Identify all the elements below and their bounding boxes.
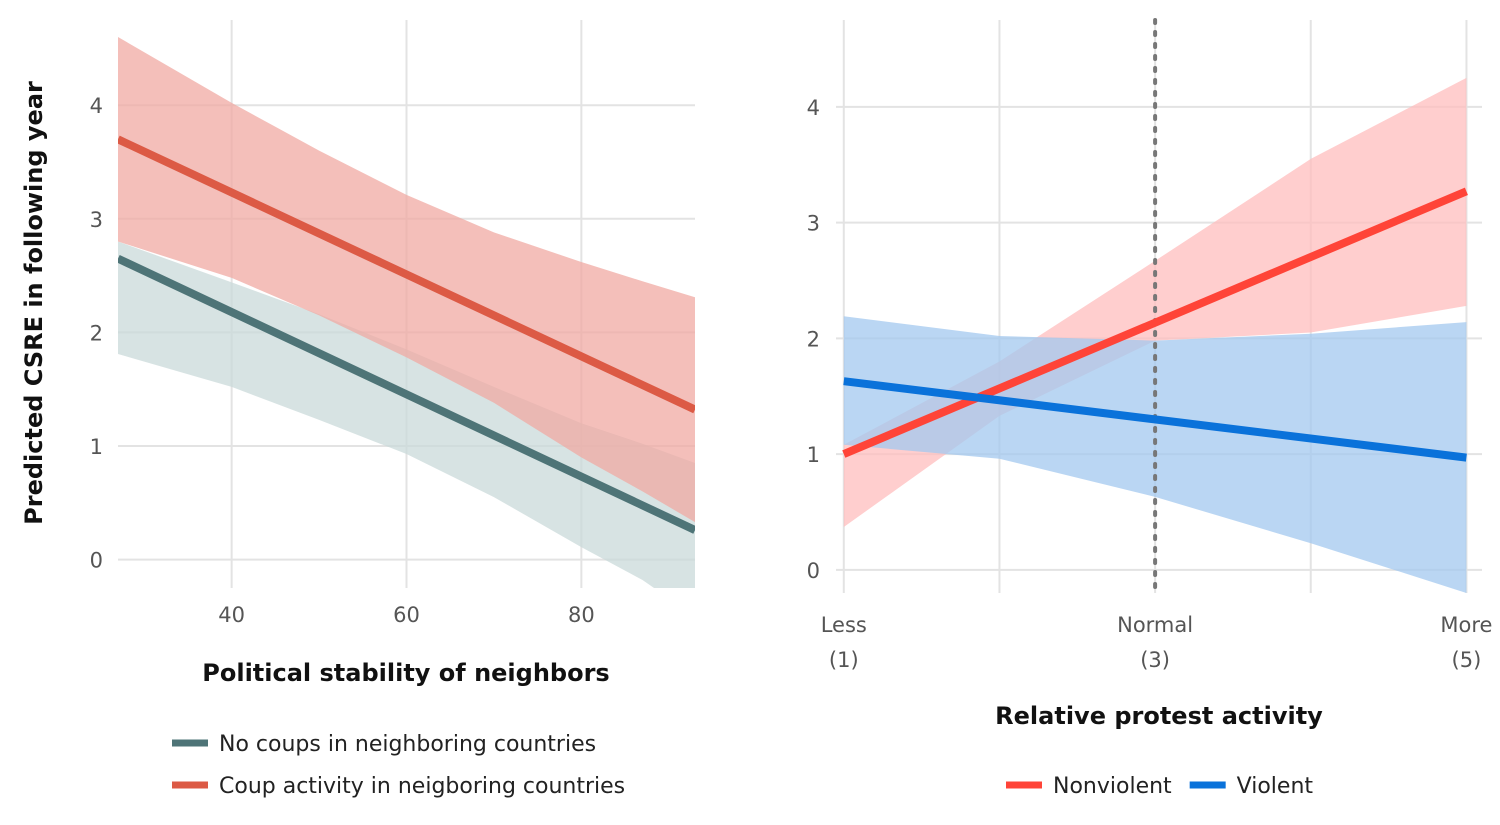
- legend-label: Nonviolent: [1053, 774, 1172, 799]
- left-band-coup-activity-in-neigboring-countries: [118, 37, 695, 523]
- right-y-tick-label: 4: [807, 96, 820, 120]
- left-line-no-coups-in-neighboring-countries: [118, 254, 695, 534]
- left-panel: 0 1 2 3 4 40 60 80 Predicted CSRE in following…: [20, 20, 695, 799]
- right-y-tick-label: 0: [807, 559, 820, 583]
- right-x-tick-label: Normal: [1117, 613, 1193, 637]
- right-x-tick-label: (1): [829, 648, 859, 672]
- left-y-tick-label: 4: [90, 94, 103, 118]
- left-line-coup-activity-in-neigboring-countries: [118, 135, 695, 414]
- left-y-tick-labels: 0 1 2 3 4: [90, 94, 103, 572]
- left-series-lines: [118, 135, 695, 534]
- right-x-tick-label: More: [1440, 613, 1492, 637]
- right-legend: Nonviolent Violent: [1006, 774, 1313, 799]
- left-x-tick-labels: 40 60 80: [218, 603, 594, 627]
- left-legend-item-coup-activity-in-neigboring-countries: Coup activity in neigboring countries: [172, 774, 625, 799]
- left-y-tick-label: 2: [90, 321, 103, 345]
- right-line-violent: [843, 377, 1467, 462]
- right-x-tick-label: Less: [821, 613, 867, 637]
- left-y-axis-title: Predicted CSRE in following year: [20, 81, 48, 525]
- right-panel: 0 1 2 3 4 Less (1) Normal (3) More (5) Relative p…: [807, 18, 1493, 799]
- right-y-tick-labels: 0 1 2 3 4: [807, 96, 820, 583]
- right-y-tick-label: 3: [807, 212, 820, 236]
- right-line-nonviolent: [842, 187, 1468, 458]
- left-legend-item-no-coups-in-neighboring-countries: No coups in neighboring countries: [172, 732, 596, 757]
- left-x-tick-label: 60: [393, 603, 420, 627]
- left-x-axis-title: Political stability of neighbors: [202, 659, 609, 687]
- left-y-tick-label: 1: [90, 435, 103, 459]
- left-legend: No coups in neighboring countries Coup ac…: [172, 732, 625, 799]
- right-legend-item-nonviolent: Nonviolent: [1006, 774, 1172, 799]
- right-x-axis-title: Relative protest activity: [995, 702, 1323, 730]
- right-y-tick-label: 2: [807, 327, 820, 351]
- legend-label: Violent: [1237, 774, 1314, 799]
- right-y-tick-label: 1: [807, 443, 820, 467]
- right-x-tick-label: (3): [1140, 648, 1170, 672]
- right-series-lines: [842, 187, 1468, 462]
- left-x-tick-label: 80: [568, 603, 595, 627]
- right-x-tick-labels: Less (1) Normal (3) More (5): [821, 613, 1493, 672]
- left-x-tick-label: 40: [218, 603, 245, 627]
- left-y-tick-label: 0: [90, 549, 103, 573]
- legend-label: No coups in neighboring countries: [219, 732, 596, 757]
- left-y-tick-label: 3: [90, 208, 103, 232]
- right-legend-item-violent: Violent: [1189, 774, 1314, 799]
- legend-label: Coup activity in neigboring countries: [219, 774, 625, 799]
- right-x-tick-label: (5): [1452, 648, 1482, 672]
